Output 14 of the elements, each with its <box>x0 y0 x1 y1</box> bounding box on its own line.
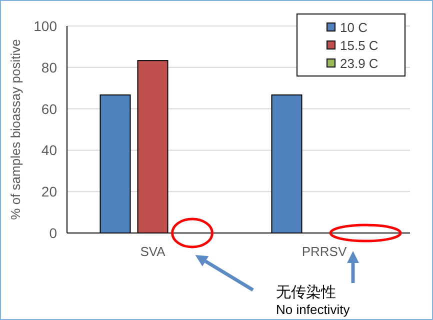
x-tick-label: SVA <box>140 244 166 259</box>
text: 无传染性 <box>276 284 336 301</box>
y-tick-label: 0 <box>49 225 58 241</box>
legend-label: 10 C <box>340 20 368 35</box>
y-tick-label: 40 <box>41 142 58 158</box>
y-tick-label: 20 <box>41 184 58 200</box>
y-tick-label: 60 <box>41 100 58 117</box>
text: No infectivity <box>276 302 350 317</box>
y-tick-label: 80 <box>41 59 58 76</box>
legend-label: 23.9 C <box>340 56 378 71</box>
y-tick-label: 100 <box>34 18 58 34</box>
y-axis-title: % of samples bioassay positive <box>8 39 23 220</box>
legend-label: 15.5 C <box>340 38 378 53</box>
x-tick-label: PRRSV <box>302 244 347 259</box>
